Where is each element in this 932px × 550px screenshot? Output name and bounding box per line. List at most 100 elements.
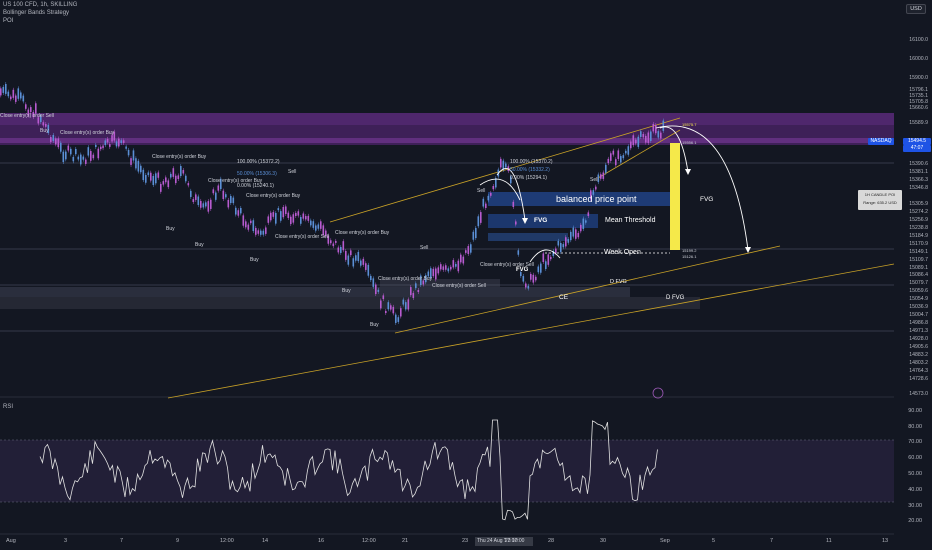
- candle-body: [125, 146, 127, 149]
- candle-body: [557, 240, 560, 246]
- candle-body: [150, 172, 152, 181]
- candle-body: [310, 220, 312, 226]
- buy-label: Buy: [195, 242, 204, 248]
- order-label: Close entry(s) order Sell: [480, 262, 534, 268]
- candle-body: [320, 221, 322, 229]
- candle-body: [492, 185, 495, 190]
- candle-body: [660, 132, 662, 139]
- candle-body: [452, 260, 455, 268]
- candle-body: [272, 212, 275, 217]
- sell-label: Sell: [590, 177, 599, 183]
- candle-body: [32, 111, 35, 118]
- price-label: 15109.7: [909, 257, 928, 263]
- candle-body: [402, 299, 405, 305]
- candle-body: [280, 211, 282, 221]
- rsi-title[interactable]: RSI: [3, 404, 14, 410]
- candle-body: [337, 247, 340, 253]
- candle-body: [537, 266, 540, 273]
- candle-body: [627, 146, 630, 155]
- time-label: 7: [770, 538, 774, 544]
- price-label: 15705.8: [909, 99, 928, 105]
- candle-body: [97, 148, 100, 159]
- time-label: 9: [176, 538, 180, 544]
- channel-lower-line: [394, 245, 781, 334]
- price-label: 15589.9: [909, 120, 928, 126]
- candle-body: [120, 140, 123, 143]
- candle-body: [545, 261, 547, 270]
- candle-body: [62, 151, 65, 163]
- candle-body: [372, 278, 375, 287]
- symbol-title[interactable]: US 100 CFD, 1h, SKILLING: [3, 2, 78, 8]
- price-label: 15238.8: [909, 225, 928, 231]
- candle-body: [195, 194, 197, 200]
- candle-body: [555, 248, 557, 254]
- time-label: 12:00: [362, 538, 376, 544]
- candle-body: [297, 211, 300, 216]
- strategy-label[interactable]: Bollinger Bands Strategy: [3, 10, 70, 16]
- currency-button[interactable]: USD: [906, 4, 926, 14]
- candle-body: [650, 131, 652, 141]
- price-label: 15390.6: [909, 161, 928, 167]
- candle-body: [92, 154, 95, 159]
- indicator-label[interactable]: POI: [3, 18, 14, 24]
- candle-body: [612, 150, 615, 155]
- candle-body: [215, 192, 217, 200]
- candle-body: [405, 302, 407, 310]
- price-label: 15170.9: [909, 241, 928, 247]
- long-trend-line: [167, 263, 895, 399]
- candle-body: [35, 103, 37, 114]
- price-label: 15086.4: [909, 272, 928, 278]
- candle-body: [17, 88, 20, 99]
- small-val-2: 15199.2: [682, 248, 697, 253]
- candle-body: [417, 290, 420, 293]
- candle-body: [232, 197, 235, 204]
- candle-body: [207, 201, 210, 212]
- order-label: Close entry(s) order Sell: [275, 234, 329, 240]
- buy-label: Buy: [166, 226, 175, 232]
- candle-body: [547, 254, 550, 265]
- order-label: Close entry(s) order Sell: [0, 113, 54, 119]
- price-label: 15059.6: [909, 288, 928, 294]
- candle-body: [187, 183, 190, 186]
- candle-body: [632, 135, 635, 146]
- candle-body: [65, 151, 67, 160]
- time-label: 17:00: [504, 538, 518, 544]
- price-axis[interactable]: USD 16100.0 16000.0 15900.0 15796.1 15735.1 1…: [894, 0, 932, 550]
- candle-body: [590, 190, 592, 200]
- price-label: 14764.3: [909, 368, 928, 374]
- candle-body: [235, 207, 237, 215]
- candle-body: [172, 168, 175, 177]
- candle-body: [177, 175, 180, 180]
- candle-body: [127, 149, 130, 156]
- candle-body: [135, 158, 137, 169]
- buy-label: Buy: [250, 257, 259, 263]
- candle-body: [167, 180, 170, 188]
- candle-body: [222, 190, 225, 200]
- candle-body: [427, 271, 430, 277]
- fib-label: 50.00% (15306.3): [237, 171, 277, 177]
- candle-body: [522, 275, 525, 282]
- fib-label: 100.00% (15370.2): [510, 159, 553, 165]
- candle-body: [292, 214, 295, 223]
- candle-body: [175, 175, 177, 184]
- price-label: 15305.9: [909, 201, 928, 207]
- candle-body: [570, 231, 572, 241]
- candle-body: [355, 255, 357, 261]
- price-label: 14971.3: [909, 328, 928, 334]
- candle-body: [465, 250, 467, 253]
- candle-body: [657, 131, 660, 138]
- candle-body: [430, 268, 432, 278]
- candle-body: [582, 218, 585, 230]
- candle-body: [592, 190, 595, 195]
- candle-body: [132, 150, 135, 161]
- candle-body: [540, 263, 542, 273]
- candle-body: [352, 258, 355, 267]
- candle-body: [560, 243, 562, 252]
- candle-body: [365, 263, 367, 270]
- candle-body: [595, 186, 597, 190]
- candle-body: [205, 202, 207, 207]
- candle-body: [662, 120, 665, 131]
- candle-body: [109, 144, 111, 147]
- curve-arrow-4: [659, 126, 689, 173]
